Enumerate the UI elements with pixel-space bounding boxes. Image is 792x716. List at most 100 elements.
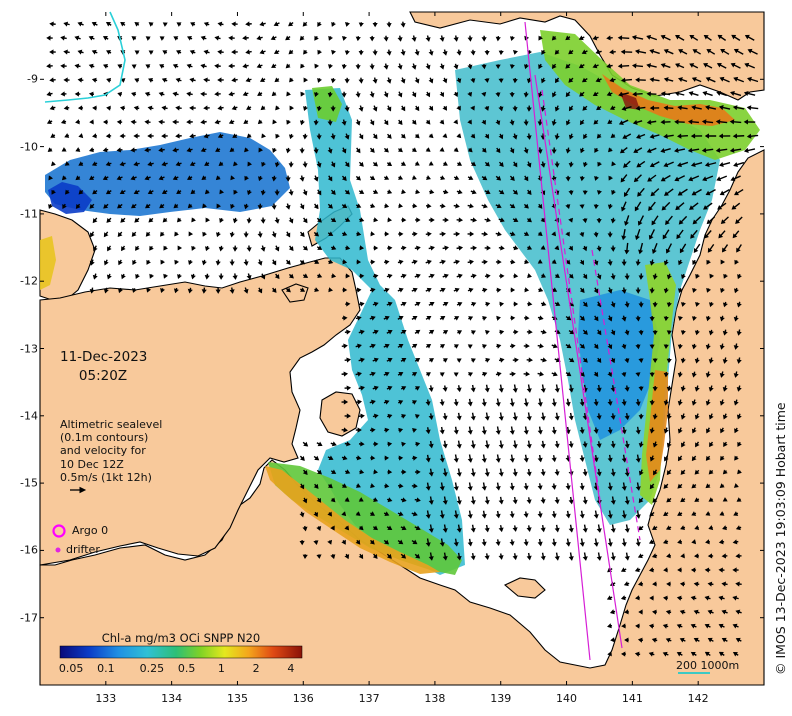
velocity-arrow-head <box>89 147 94 153</box>
velocity-arrow-head <box>540 416 546 421</box>
velocity-arrow-head <box>314 35 319 41</box>
velocity-arrow-head <box>355 93 361 98</box>
velocity-arrow-head <box>74 35 80 41</box>
velocity-arrow-head <box>343 427 348 433</box>
velocity-arrow-head <box>401 189 406 195</box>
velocity-arrow-head <box>609 77 615 83</box>
velocity-arrow-head <box>245 49 250 55</box>
altimeter-tracks <box>524 21 641 661</box>
velocity-arrow-head <box>177 245 183 251</box>
velocity-arrow-head <box>498 416 504 421</box>
velocity-arrow-head <box>523 176 529 182</box>
velocity-arrow-head <box>401 386 407 391</box>
velocity-arrow-head <box>317 245 323 250</box>
velocity-arrow-head <box>215 175 221 181</box>
velocity-arrow-head <box>509 148 515 154</box>
velocity-arrow-head <box>499 189 505 195</box>
velocity-arrow-head <box>705 316 711 322</box>
velocity-arrow-head <box>341 93 347 98</box>
velocity-arrow-head <box>355 120 361 126</box>
velocity-arrow-head <box>624 500 630 505</box>
altimetry-line: Altimetric sealevel <box>60 418 163 431</box>
velocity-arrow-head <box>733 48 739 54</box>
velocity-arrow-head <box>689 63 695 68</box>
velocity-arrow-head <box>638 442 644 448</box>
velocity-arrow-head <box>359 329 365 335</box>
velocity-arrow-head <box>526 162 532 168</box>
velocity-arrow-head <box>468 287 474 293</box>
velocity-arrow-head <box>144 119 149 125</box>
velocity-arrow-head <box>690 133 696 139</box>
velocity-arrow-head <box>551 541 557 547</box>
velocity-arrow-head <box>357 371 362 377</box>
velocity-arrow-head <box>621 344 627 350</box>
velocity-arrow-head <box>470 555 476 561</box>
velocity-arrow-head <box>285 287 291 293</box>
velocity-arrow-head <box>442 105 447 111</box>
velocity-arrow-head <box>666 581 671 587</box>
velocity-arrow-head <box>78 189 84 195</box>
velocity-arrow-head <box>272 119 278 125</box>
velocity-arrow-head <box>186 91 191 97</box>
velocity-arrow-head <box>299 204 305 210</box>
velocity-arrow-head <box>50 133 56 138</box>
velocity-arrow-head <box>231 105 237 111</box>
velocity-arrow-head <box>373 217 379 223</box>
velocity-arrow-head <box>242 91 248 97</box>
velocity-arrow-head <box>551 485 557 490</box>
velocity-arrow-head <box>132 260 137 266</box>
velocity-arrow-head <box>610 556 616 561</box>
velocity-arrow-head <box>158 91 164 97</box>
velocity-arrow-head <box>191 245 196 251</box>
velocity-arrow-head <box>554 106 560 112</box>
velocity-arrow-head <box>416 245 421 251</box>
velocity-arrow-head <box>356 287 362 293</box>
velocity-arrow-head <box>733 76 739 82</box>
velocity-arrow-head <box>442 78 448 84</box>
velocity-arrow-head <box>102 36 108 41</box>
velocity-arrow-head <box>631 35 637 41</box>
velocity-arrow-head <box>457 161 463 166</box>
velocity-arrow-head <box>358 554 364 560</box>
velocity-arrow-head <box>691 483 697 489</box>
velocity-arrow-head <box>453 514 459 519</box>
velocity-arrow-head <box>467 401 473 407</box>
velocity-arrow-head <box>509 36 515 42</box>
velocity-arrow-head <box>649 162 655 168</box>
velocity-arrow-head <box>663 372 669 378</box>
velocity-arrow-head <box>732 133 738 139</box>
velocity-arrow-head <box>103 203 109 209</box>
mornington-island <box>503 577 546 599</box>
velocity-arrow-head <box>467 64 473 70</box>
velocity-arrow-head <box>453 429 459 435</box>
velocity-arrow-head <box>495 120 501 126</box>
velocity-arrow-head <box>481 458 487 463</box>
velocity-arrow-head <box>537 203 543 209</box>
velocity-arrow-head <box>715 119 721 125</box>
velocity-arrow-head <box>621 651 626 657</box>
velocity-arrow-head <box>373 469 379 475</box>
velocity-arrow-head <box>596 274 602 280</box>
velocity-arrow-head <box>663 191 669 196</box>
velocity-arrow-head <box>299 35 305 41</box>
velocity-arrow-head <box>317 21 322 27</box>
velocity-arrow-head <box>425 37 431 42</box>
velocity-arrow-head <box>718 595 724 601</box>
velocity-arrow-head <box>596 415 602 420</box>
velocity-arrow-head <box>665 637 671 643</box>
velocity-arrow-head <box>360 357 365 363</box>
velocity-arrow-head <box>566 315 572 321</box>
velocity-arrow-head <box>540 499 546 504</box>
velocity-arrow-head <box>468 372 473 377</box>
velocity-arrow-head <box>746 133 752 139</box>
velocity-arrow-head <box>356 455 362 461</box>
velocity-arrow-head <box>217 105 223 111</box>
velocity-arrow-head <box>565 120 571 126</box>
velocity-arrow-head <box>620 595 626 601</box>
velocity-arrow-head <box>744 147 749 153</box>
velocity-arrow-head <box>512 471 518 477</box>
velocity-arrow-head <box>369 539 375 545</box>
velocity-arrow-head <box>387 469 393 475</box>
velocity-arrow-head <box>131 36 137 41</box>
velocity-arrow-head <box>512 499 518 505</box>
